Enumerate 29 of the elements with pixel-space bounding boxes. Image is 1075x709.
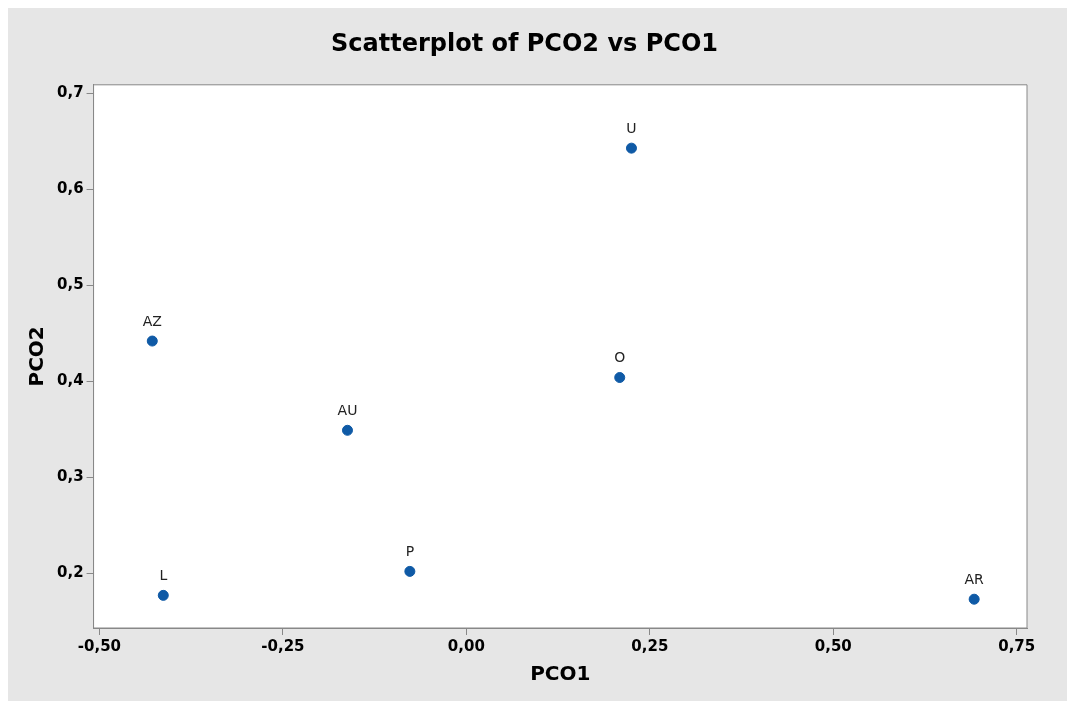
point xyxy=(341,424,353,436)
point xyxy=(614,372,626,384)
x-tick-label: -0,50 xyxy=(77,636,122,655)
x-tick-label: 0,50 xyxy=(814,636,852,655)
point xyxy=(157,589,169,601)
y-tick-label: 0,5 xyxy=(56,275,84,294)
chart-title: Scatterplot of PCO2 vs PCO1 xyxy=(330,28,719,57)
point xyxy=(146,335,158,347)
annotation: P xyxy=(405,543,415,560)
y-tick-label: 0,6 xyxy=(56,179,84,198)
x-tick-label: 0,00 xyxy=(447,636,485,655)
point xyxy=(625,142,637,154)
y-tick-label: 0,2 xyxy=(56,563,84,582)
annotation: U xyxy=(626,119,637,136)
y-axis-title: PCO2 xyxy=(24,326,49,387)
annotation: O xyxy=(614,349,626,366)
y-tick-label: 0,7 xyxy=(56,83,84,102)
x-tick-label: 0,25 xyxy=(631,636,669,655)
point xyxy=(968,593,980,605)
point xyxy=(404,565,416,577)
x-tick-label: -0,25 xyxy=(261,636,305,655)
annotation: AZ xyxy=(142,312,162,329)
y-tick-label: 0,4 xyxy=(56,371,84,390)
annotation: AR xyxy=(964,570,985,587)
annotation: AU xyxy=(337,401,358,418)
annotation: L xyxy=(159,567,168,584)
y-tick-label: 0,3 xyxy=(56,467,84,486)
x-tick-label: 0,75 xyxy=(998,636,1036,655)
x-axis-title: PCO1 xyxy=(530,661,591,686)
